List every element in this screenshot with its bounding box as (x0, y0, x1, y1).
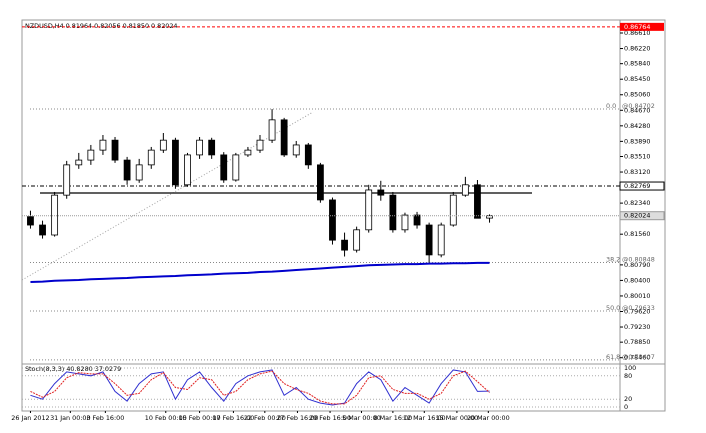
fib-price: @0.80848 (622, 256, 655, 264)
fib-name: 38.2 (606, 256, 620, 264)
y-tick-label: 0.85060 (624, 91, 650, 99)
level-label-box (619, 181, 665, 191)
x-tick-label: 15 Feb 00:00 (179, 414, 221, 422)
moving-average (30, 261, 490, 284)
fib-name: 61.8 (606, 353, 620, 361)
x-tick-label: 8 Mar 16:00 (374, 414, 413, 422)
candle-body (63, 164, 71, 196)
x-tick-label: 12 Mar 16:00 (403, 414, 446, 422)
fib-price: @0.84702 (622, 102, 655, 110)
candle-body (39, 224, 46, 236)
fib-name: 50.0 (606, 304, 620, 312)
fib-trendline (21, 111, 314, 281)
x-tick-label: 10 Feb 00:00 (145, 414, 187, 422)
y-tick-label: 0.80790 (624, 261, 650, 269)
candle-body (75, 159, 83, 166)
candle-body (87, 149, 95, 161)
y-tick-label: 0.79230 (624, 323, 650, 331)
candle-body (147, 149, 155, 166)
candle-body (123, 159, 131, 181)
candle-body (244, 149, 252, 156)
candle-body (208, 139, 216, 156)
level-label: 0.82769 (624, 182, 650, 190)
x-tick-label: 22 Feb 00:00 (244, 414, 286, 422)
candle-body (196, 139, 203, 156)
y-tick-label: 0.80010 (624, 292, 650, 300)
chart-title: NZDUSD,H4 0.81964 0.82056 0.81850 0.8202… (25, 22, 177, 30)
x-tick-label: 26 Jan 2012 (11, 414, 49, 422)
candle-body (329, 199, 336, 241)
candle-body (413, 214, 421, 226)
candle-body (220, 154, 228, 181)
indicator-title: Stoch(8,3,3) 40.8280 37.0279 (25, 365, 121, 373)
candle-body (99, 139, 107, 151)
x-tick-label: 27 Feb 16:00 (276, 414, 318, 422)
stoch-line (30, 370, 490, 405)
y-tick-label: 0.81560 (624, 230, 650, 238)
y-tick-label: 0.85450 (624, 75, 650, 83)
candle-body (437, 224, 445, 256)
candle-body (449, 194, 457, 226)
candle-body (486, 215, 493, 219)
x-tick-label: 20 Mar 00:00 (467, 414, 510, 422)
candle-body (111, 139, 119, 161)
y-tick-label: 0.83120 (624, 168, 650, 176)
candle-body (135, 164, 143, 181)
y-tick-label: 0.78460 (624, 354, 650, 362)
x-tick-label: 3 Feb 16:00 (86, 414, 124, 422)
fib-price: @0.79633 (622, 304, 655, 312)
candle-body (232, 154, 240, 181)
candle-body (184, 154, 191, 186)
candle-body (474, 184, 481, 219)
stoch-line (30, 369, 490, 406)
stoch-tick-label: 100 (624, 364, 636, 372)
candle-body (280, 119, 288, 156)
candle-body (27, 216, 34, 226)
x-tick-label: 29 Feb 16:00 (309, 414, 351, 422)
candle-body (268, 119, 276, 141)
x-tick-label: 31 Jan 00:00 (50, 414, 90, 422)
y-tick-label: 0.86220 (624, 45, 650, 53)
x-tick-label: 17 Feb 16:00 (212, 414, 254, 422)
y-tick-label: 0.82340 (624, 199, 650, 207)
candle-body (172, 139, 179, 186)
candle-body (304, 144, 312, 166)
fib-price: @0.78407 (622, 353, 655, 361)
candle-body (256, 139, 264, 151)
x-tick-label: 5 Mar 00:00 (342, 414, 381, 422)
fib-name: 0.0 (606, 102, 616, 110)
candle-body (401, 214, 409, 231)
candle-body (377, 189, 385, 196)
stoch-tick-label: 0 (624, 403, 628, 411)
y-tick-label: 0.78850 (624, 338, 650, 346)
y-tick-label: 0.84280 (624, 122, 650, 130)
candle-body (316, 164, 324, 201)
candle-body (51, 194, 59, 236)
price-label-box (619, 211, 665, 221)
y-tick-label: 0.83510 (624, 153, 650, 161)
price-label: 0.82024 (624, 212, 650, 220)
candle-body (425, 224, 433, 256)
candle-body (292, 144, 300, 156)
x-tick-label: 15 Mar 00:00 (436, 414, 479, 422)
candle-body (353, 229, 361, 251)
candle-body (159, 139, 167, 151)
y-tick-label: 0.79620 (624, 307, 650, 315)
y-tick-label: 0.86610 (624, 29, 650, 37)
candle-body (341, 239, 348, 251)
y-tick-label: 0.83890 (624, 137, 650, 145)
high-label-box (620, 22, 664, 31)
candle-body (461, 184, 469, 196)
chart-window (21, 19, 666, 412)
y-tick-label: 0.84670 (624, 106, 650, 114)
y-tick-label: 0.80400 (624, 276, 650, 284)
stoch-tick-label: 20 (624, 395, 632, 403)
high-label: 0.86764 (624, 23, 650, 31)
y-tick-label: 0.85840 (624, 60, 650, 68)
stoch-tick-label: 80 (624, 372, 632, 380)
candle-body (365, 189, 373, 231)
candle-body (389, 194, 397, 231)
